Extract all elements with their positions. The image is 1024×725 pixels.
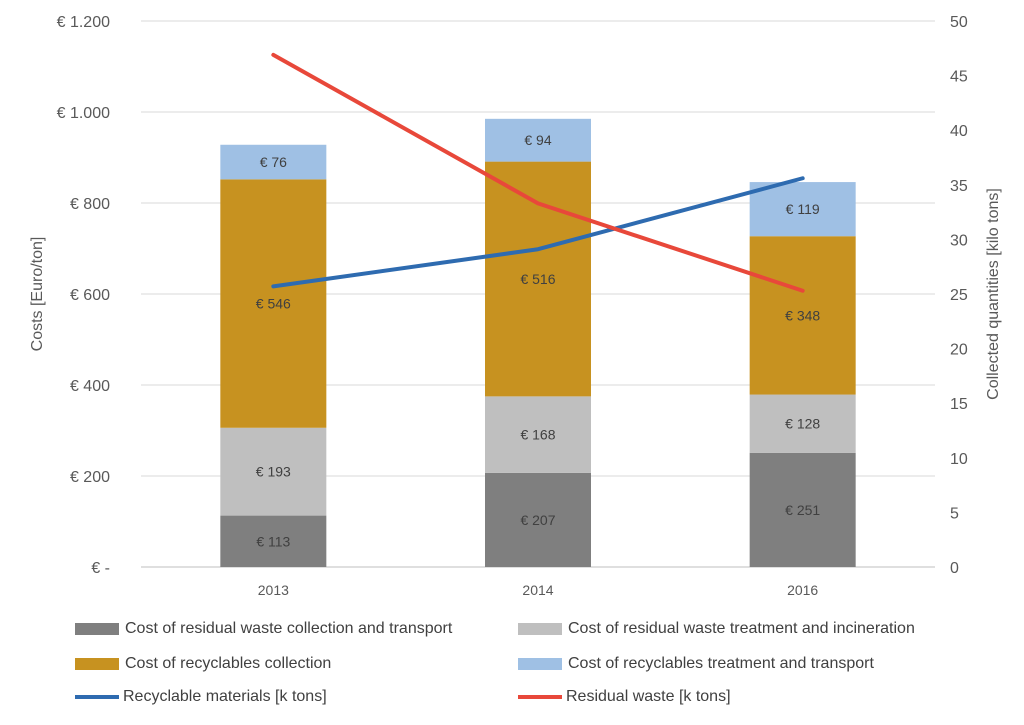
bar-segment bbox=[749, 182, 856, 237]
bar-segment bbox=[749, 394, 856, 453]
y-right-tick-label: 45 bbox=[950, 69, 968, 86]
legend-label: Cost of recyclables collection bbox=[125, 655, 332, 672]
data-label: € 193 bbox=[256, 464, 291, 480]
y-tick-label: € 800 bbox=[70, 196, 110, 213]
y-right-tick-label: 35 bbox=[950, 178, 968, 195]
legend-label: Cost of recyclables treatment and transp… bbox=[568, 655, 874, 672]
legend-label: Cost of residual waste collection and tr… bbox=[125, 620, 453, 637]
legend-swatch bbox=[75, 658, 119, 670]
y-tick-label: € 200 bbox=[70, 469, 110, 486]
legend-label: Residual waste [k tons] bbox=[566, 688, 731, 705]
data-label: € 113 bbox=[256, 533, 290, 549]
data-label: € 168 bbox=[520, 427, 555, 443]
bar-segment bbox=[220, 179, 327, 428]
y-tick-label: € 400 bbox=[70, 378, 110, 395]
y-right-tick-label: 5 bbox=[950, 505, 959, 522]
y-right-tick-label: 15 bbox=[950, 396, 968, 413]
y-right-tick-label: 20 bbox=[950, 342, 968, 359]
legend-item: Recyclable materials [k tons] bbox=[75, 688, 327, 706]
data-label: € 207 bbox=[520, 512, 555, 528]
y-tick-label: € 1.200 bbox=[57, 14, 110, 31]
legend-label: Cost of residual waste treatment and inc… bbox=[568, 620, 915, 637]
y-tick-label: € 1.000 bbox=[57, 105, 110, 122]
legend-item: Cost of recyclables treatment and transp… bbox=[518, 655, 874, 673]
legend-item: Residual waste [k tons] bbox=[518, 688, 731, 706]
data-label: € 76 bbox=[260, 154, 287, 170]
y-right-tick-label: 0 bbox=[950, 560, 959, 577]
bar-segment bbox=[749, 452, 856, 567]
y-tick-label: € 600 bbox=[70, 287, 110, 304]
data-label: € 546 bbox=[256, 296, 291, 312]
y-right-tick-label: 40 bbox=[950, 123, 968, 140]
legend-line bbox=[75, 695, 119, 699]
data-label: € 128 bbox=[785, 416, 820, 432]
data-label: € 94 bbox=[524, 132, 551, 148]
legend-label: Recyclable materials [k tons] bbox=[123, 688, 327, 705]
bar-segment bbox=[220, 515, 327, 567]
y-right-tick-label: 10 bbox=[950, 451, 968, 468]
legend-swatch bbox=[518, 623, 562, 635]
y-right-tick-label: 50 bbox=[950, 14, 968, 31]
bar-segment bbox=[220, 427, 327, 516]
data-label: € 348 bbox=[785, 307, 820, 323]
data-label: € 119 bbox=[786, 201, 820, 217]
x-tick-label: 2016 bbox=[787, 582, 818, 598]
bar-segment bbox=[485, 161, 591, 397]
bar-segment bbox=[220, 144, 327, 180]
x-tick-label: 2013 bbox=[258, 582, 289, 598]
legend-swatch bbox=[518, 658, 562, 670]
y-right-tick-label: 30 bbox=[950, 232, 968, 249]
data-label: € 516 bbox=[520, 271, 555, 287]
bar-segment bbox=[485, 396, 591, 473]
bar-segment bbox=[485, 118, 591, 162]
legend-swatch bbox=[75, 623, 119, 635]
y-axis-right-label: Collected quantities [kilo tons] bbox=[985, 188, 1002, 400]
bar-segment bbox=[485, 472, 591, 567]
bar-segment bbox=[749, 236, 856, 395]
legend-item: Cost of residual waste treatment and inc… bbox=[518, 620, 915, 638]
data-label: € 251 bbox=[785, 502, 820, 518]
legend-item: Cost of recyclables collection bbox=[75, 655, 331, 673]
y-tick-label: € - bbox=[91, 560, 110, 577]
legend-line bbox=[518, 695, 562, 699]
y-right-tick-label: 25 bbox=[950, 287, 968, 304]
legend-item: Cost of residual waste collection and tr… bbox=[75, 620, 452, 638]
y-axis-label: Costs [Euro/ton] bbox=[29, 237, 46, 352]
x-tick-label: 2014 bbox=[522, 582, 553, 598]
